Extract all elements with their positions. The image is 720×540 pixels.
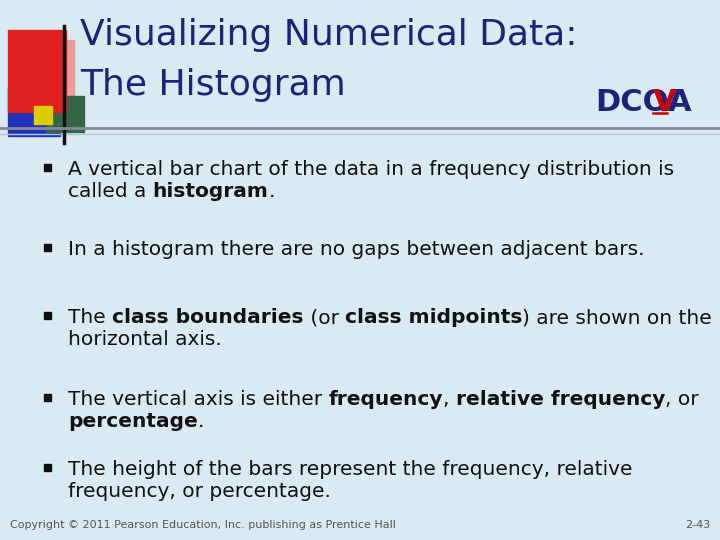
Text: ) are shown on the: ) are shown on the <box>523 308 712 327</box>
Text: class boundaries: class boundaries <box>112 308 304 327</box>
Bar <box>8 30 66 112</box>
Text: A vertical bar chart of the data in a frequency distribution is: A vertical bar chart of the data in a fr… <box>68 160 674 179</box>
Text: The: The <box>68 308 112 327</box>
Text: The vertical axis is either: The vertical axis is either <box>68 390 328 409</box>
Text: (or: (or <box>304 308 345 327</box>
Bar <box>44 464 51 471</box>
Bar <box>44 394 51 401</box>
Text: .: . <box>269 182 275 201</box>
Text: percentage: percentage <box>68 412 198 431</box>
Text: The Histogram: The Histogram <box>80 68 346 102</box>
Bar <box>46 96 84 132</box>
Text: 2-43: 2-43 <box>685 520 710 530</box>
Bar <box>8 88 60 136</box>
Text: The height of the bars represent the frequency, relative: The height of the bars represent the fre… <box>68 460 632 479</box>
Text: class midpoints: class midpoints <box>345 308 523 327</box>
Bar <box>34 106 52 124</box>
Bar <box>44 312 51 319</box>
Text: Visualizing Numerical Data:: Visualizing Numerical Data: <box>80 18 577 52</box>
Text: DCO: DCO <box>595 88 668 117</box>
Bar <box>44 244 51 251</box>
Text: .: . <box>198 412 204 431</box>
Text: V: V <box>653 88 677 117</box>
Text: histogram: histogram <box>153 182 269 201</box>
Text: Copyright © 2011 Pearson Education, Inc. publishing as Prentice Hall: Copyright © 2011 Pearson Education, Inc.… <box>10 520 396 530</box>
Text: relative frequency: relative frequency <box>456 390 665 409</box>
Text: ,: , <box>443 390 456 409</box>
Text: A: A <box>668 88 692 117</box>
Text: , or: , or <box>665 390 699 409</box>
Bar <box>44 40 74 100</box>
Text: frequency, or percentage.: frequency, or percentage. <box>68 482 331 501</box>
Bar <box>44 164 51 171</box>
Text: frequency: frequency <box>328 390 443 409</box>
Text: horizontal axis.: horizontal axis. <box>68 330 222 349</box>
Text: called a: called a <box>68 182 153 201</box>
Text: In a histogram there are no gaps between adjacent bars.: In a histogram there are no gaps between… <box>68 240 644 259</box>
